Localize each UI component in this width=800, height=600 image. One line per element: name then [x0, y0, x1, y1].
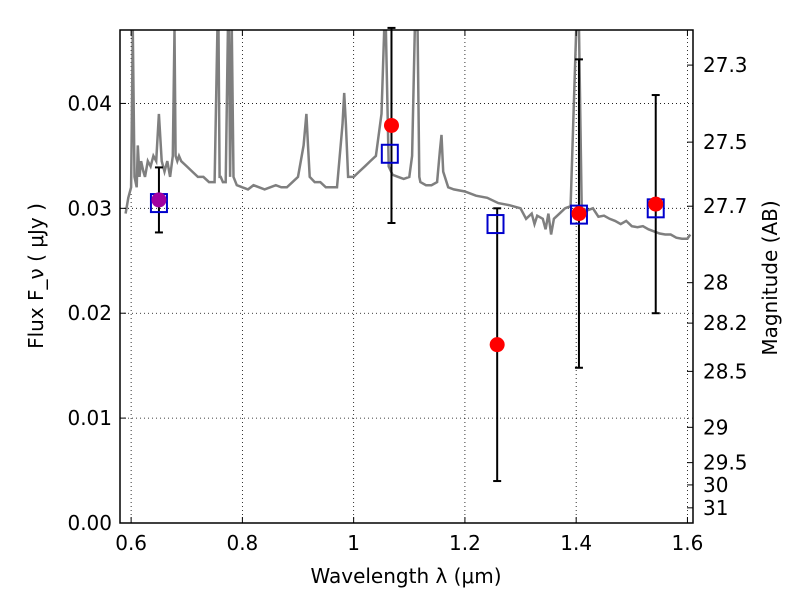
magnitude-tick-label: 28 — [703, 271, 728, 295]
y-tick-label: 0.02 — [67, 301, 112, 325]
magnitude-tick-label: 28.2 — [703, 311, 748, 335]
observed-photometry — [151, 117, 664, 353]
plot-frame — [119, 29, 694, 524]
x-tick-label: 1.2 — [449, 531, 481, 555]
observed-point — [489, 337, 505, 353]
magnitude-tick-label: 28.5 — [703, 359, 748, 383]
magnitude-tick-label: 27.7 — [703, 194, 748, 218]
synthetic-point — [569, 204, 588, 225]
x-tick-label: 1 — [347, 531, 360, 555]
magnitude-tick-label: 29 — [703, 415, 728, 439]
magnitude-axis-title: Magnitude (AB) — [758, 200, 782, 355]
y-axis-title: Flux F_ν ( μJy ) — [24, 203, 48, 349]
observed-point — [383, 117, 399, 133]
magnitude-tick-label: 27.5 — [703, 130, 748, 154]
y-axis: 0.00 0.01 0.02 0.03 0.04 — [67, 91, 126, 535]
model-spectrum-line — [124, 30, 692, 240]
observed-point — [571, 206, 587, 222]
synthetic-photometry — [149, 143, 665, 235]
x-tick-label: 1.4 — [560, 531, 592, 555]
y-tick-label: 0.01 — [67, 406, 112, 430]
y-tick-label: 0.04 — [67, 91, 112, 115]
magnitude-tick-label: 30 — [703, 473, 728, 497]
x-tick-label: 1.6 — [672, 531, 704, 555]
y-tick-label: 0.03 — [67, 196, 112, 220]
observed-point — [648, 196, 664, 212]
magnitude-tick-label: 29.5 — [703, 451, 748, 475]
x-tick-label: 0.8 — [226, 531, 258, 555]
synthetic-point — [486, 214, 505, 235]
grid-lines — [120, 30, 693, 524]
x-tick-label: 0.6 — [115, 531, 147, 555]
magnitude-tick-label: 31 — [703, 496, 728, 520]
observed-point — [151, 192, 167, 208]
x-axis-title: Wavelength λ (μm) — [310, 564, 501, 588]
magnitude-tick-label: 27.3 — [703, 53, 748, 77]
x-axis: 0.6 0.8 1 1.2 1.4 1.6 — [115, 30, 703, 555]
model-spectrum — [124, 30, 692, 240]
synthetic-point — [380, 143, 399, 164]
y-tick-label: 0.00 — [67, 511, 112, 535]
